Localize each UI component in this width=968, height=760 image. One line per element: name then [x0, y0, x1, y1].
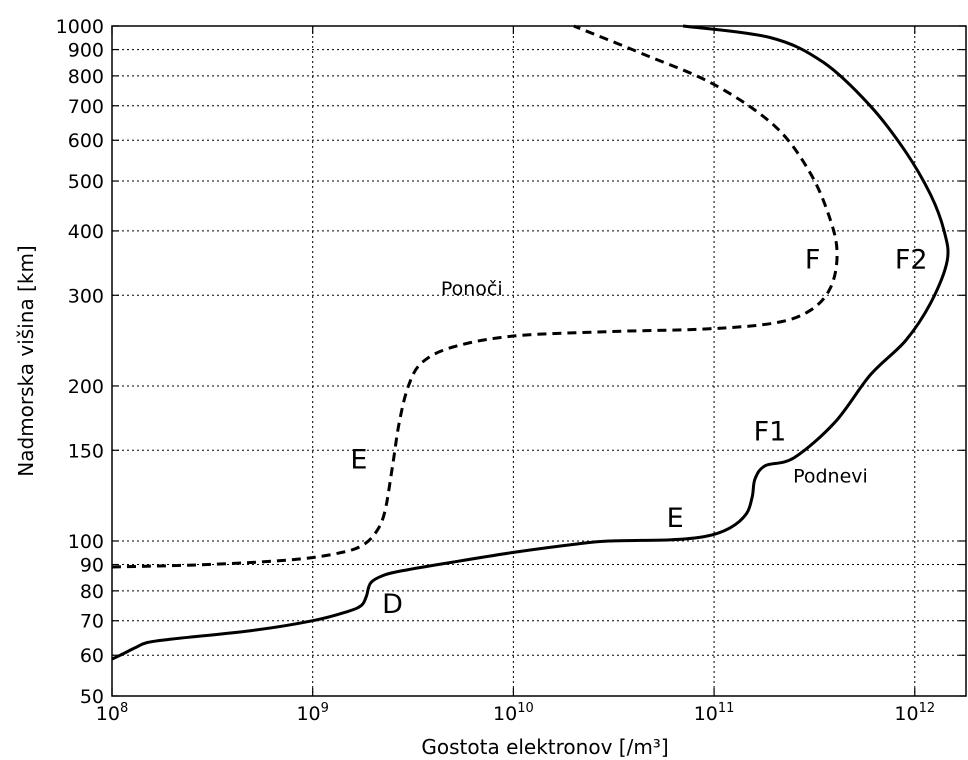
y-tick-label: 60 — [80, 645, 104, 667]
annotation-label: D — [382, 589, 403, 620]
x-tick-label: 1010 — [493, 701, 534, 725]
x-tick-label: 108 — [96, 701, 128, 725]
y-tick-label: 150 — [68, 440, 104, 462]
y-tick-label: 80 — [80, 581, 104, 603]
annotation-label: F2 — [895, 244, 928, 275]
y-tick-label: 900 — [68, 40, 104, 62]
annotations: Ponoči Podnevi F F2 F1 E E D — [350, 244, 927, 620]
y-tick-label: 90 — [80, 555, 104, 577]
y-tick-label: 700 — [68, 96, 104, 118]
x-tick-label: 1012 — [894, 701, 935, 725]
x-tick-label: 109 — [296, 701, 328, 725]
tick-marks — [111, 25, 966, 697]
series-layer — [111, 24, 950, 661]
annotation-label: E — [667, 503, 684, 534]
y-tick-label: 100 — [68, 531, 104, 553]
y-tick-label: 70 — [80, 611, 104, 633]
annotation-label: F — [805, 244, 821, 275]
y-tick-label: 600 — [68, 130, 104, 152]
y-tick-label: 300 — [68, 285, 104, 307]
y-tick-label: 500 — [68, 171, 104, 193]
y-tick-label: 1000 — [56, 16, 104, 38]
x-tick-labels: 108 109 1010 1011 1012 — [96, 701, 935, 725]
y-axis-label: Nadmorska višina [km] — [14, 245, 38, 476]
y-tick-label: 400 — [68, 221, 104, 243]
y-tick-label: 200 — [68, 376, 104, 398]
series-line-ponoci — [111, 24, 839, 569]
plot-frame — [111, 25, 967, 697]
x-tick-label: 1011 — [694, 701, 735, 725]
grid — [112, 26, 966, 696]
y-tick-label: 800 — [68, 66, 104, 88]
x-axis-label: Gostota elektronov [/m³] — [421, 735, 668, 759]
annotation-label: E — [350, 444, 367, 475]
annotation-label: Ponoči — [441, 278, 503, 300]
annotation-label: F1 — [754, 417, 787, 448]
annotation-label: Podnevi — [793, 466, 868, 488]
series-line-podnevi — [111, 24, 950, 661]
y-tick-label: 50 — [80, 686, 104, 708]
